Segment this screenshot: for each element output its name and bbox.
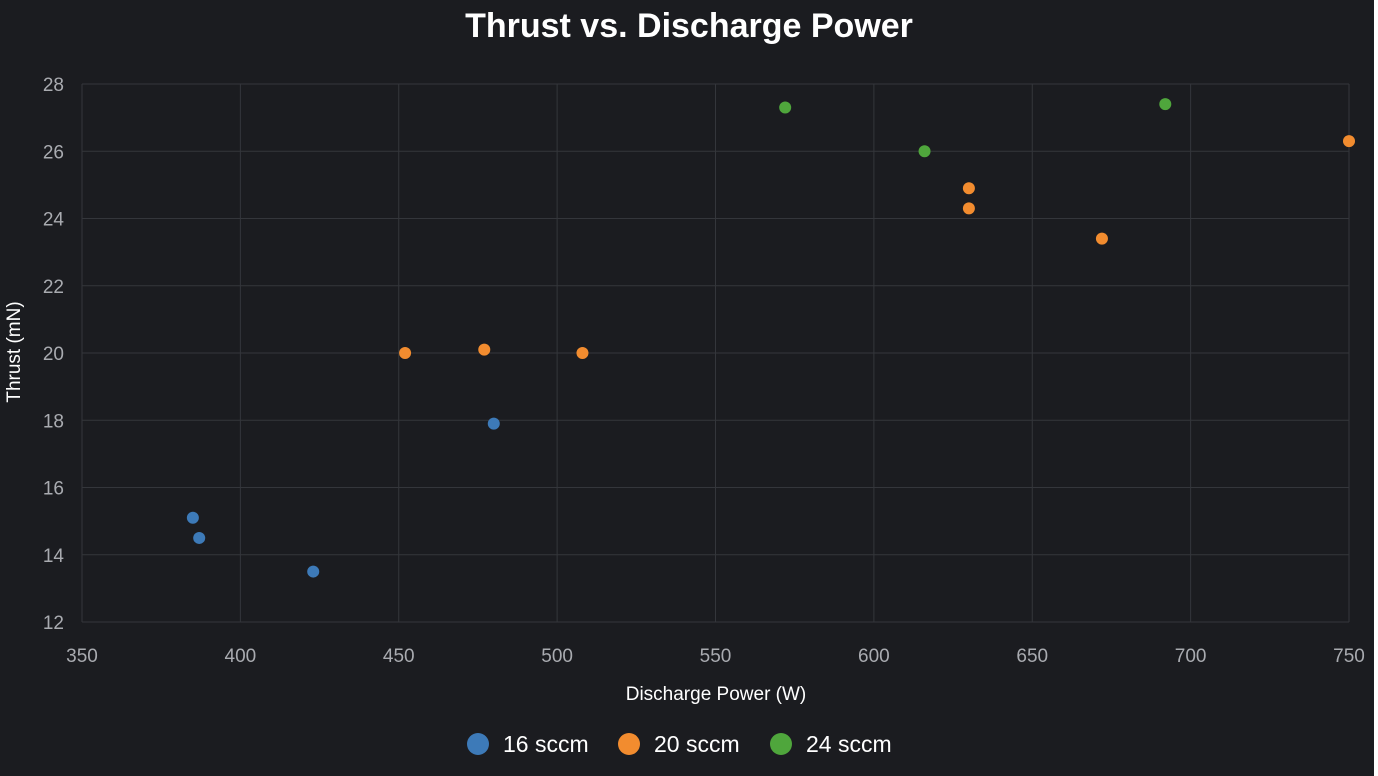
x-tick-label: 500 xyxy=(541,646,573,667)
data-point-series-1 xyxy=(193,531,206,544)
x-tick-label: 350 xyxy=(66,646,98,667)
x-axis-ticks: 350 400 450 500 550 600 650 700 750 xyxy=(66,646,1365,667)
data-point-series-3 xyxy=(779,101,792,114)
legend-item[interactable]: 20 sccm xyxy=(618,731,740,757)
x-tick-label: 400 xyxy=(225,646,257,667)
legend-marker xyxy=(770,733,792,755)
data-point-series-3 xyxy=(1159,98,1172,111)
y-tick-label: 20 xyxy=(43,344,64,365)
x-tick-label: 550 xyxy=(700,646,732,667)
data-point-series-2 xyxy=(478,343,491,356)
x-tick-label: 750 xyxy=(1333,646,1365,667)
x-tick-label: 600 xyxy=(858,646,890,667)
y-tick-label: 22 xyxy=(43,277,64,298)
legend-label: 20 sccm xyxy=(654,731,740,757)
x-tick-label: 700 xyxy=(1175,646,1207,667)
y-tick-label: 18 xyxy=(43,411,64,432)
data-point-series-2 xyxy=(962,182,975,195)
y-tick-label: 28 xyxy=(43,75,64,96)
legend-label: 16 sccm xyxy=(503,731,589,757)
y-axis-label: Thrust (mN) xyxy=(4,301,25,402)
y-tick-label: 14 xyxy=(43,546,65,567)
data-point-series-2 xyxy=(1095,232,1108,245)
data-point-series-1 xyxy=(307,565,320,578)
data-point-series-3 xyxy=(918,145,931,158)
legend-label: 24 sccm xyxy=(806,731,892,757)
data-point-series-1 xyxy=(186,511,199,524)
y-tick-label: 12 xyxy=(43,613,64,634)
y-tick-label: 16 xyxy=(43,479,64,500)
y-axis-ticks: 12 14 16 18 20 22 24 26 28 xyxy=(43,75,65,634)
window-edge xyxy=(1374,0,1378,776)
data-points xyxy=(186,98,1355,578)
legend-item[interactable]: 16 sccm xyxy=(467,731,589,757)
chart-title: Thrust vs. Discharge Power xyxy=(465,7,913,45)
x-axis-label: Discharge Power (W) xyxy=(626,684,807,705)
legend: 16 sccm 20 sccm 24 sccm xyxy=(467,731,892,757)
legend-item[interactable]: 24 sccm xyxy=(770,731,892,757)
data-point-series-2 xyxy=(399,347,412,359)
grid xyxy=(81,83,1350,623)
x-tick-label: 450 xyxy=(383,646,415,667)
legend-marker xyxy=(467,733,489,755)
legend-marker xyxy=(618,733,640,755)
data-point-series-1 xyxy=(487,417,500,430)
x-tick-label: 650 xyxy=(1016,646,1048,667)
y-tick-label: 24 xyxy=(43,210,65,231)
data-point-series-2 xyxy=(576,347,589,359)
data-point-series-2 xyxy=(1343,135,1355,148)
data-point-series-2 xyxy=(962,202,975,215)
y-tick-label: 26 xyxy=(43,142,64,163)
